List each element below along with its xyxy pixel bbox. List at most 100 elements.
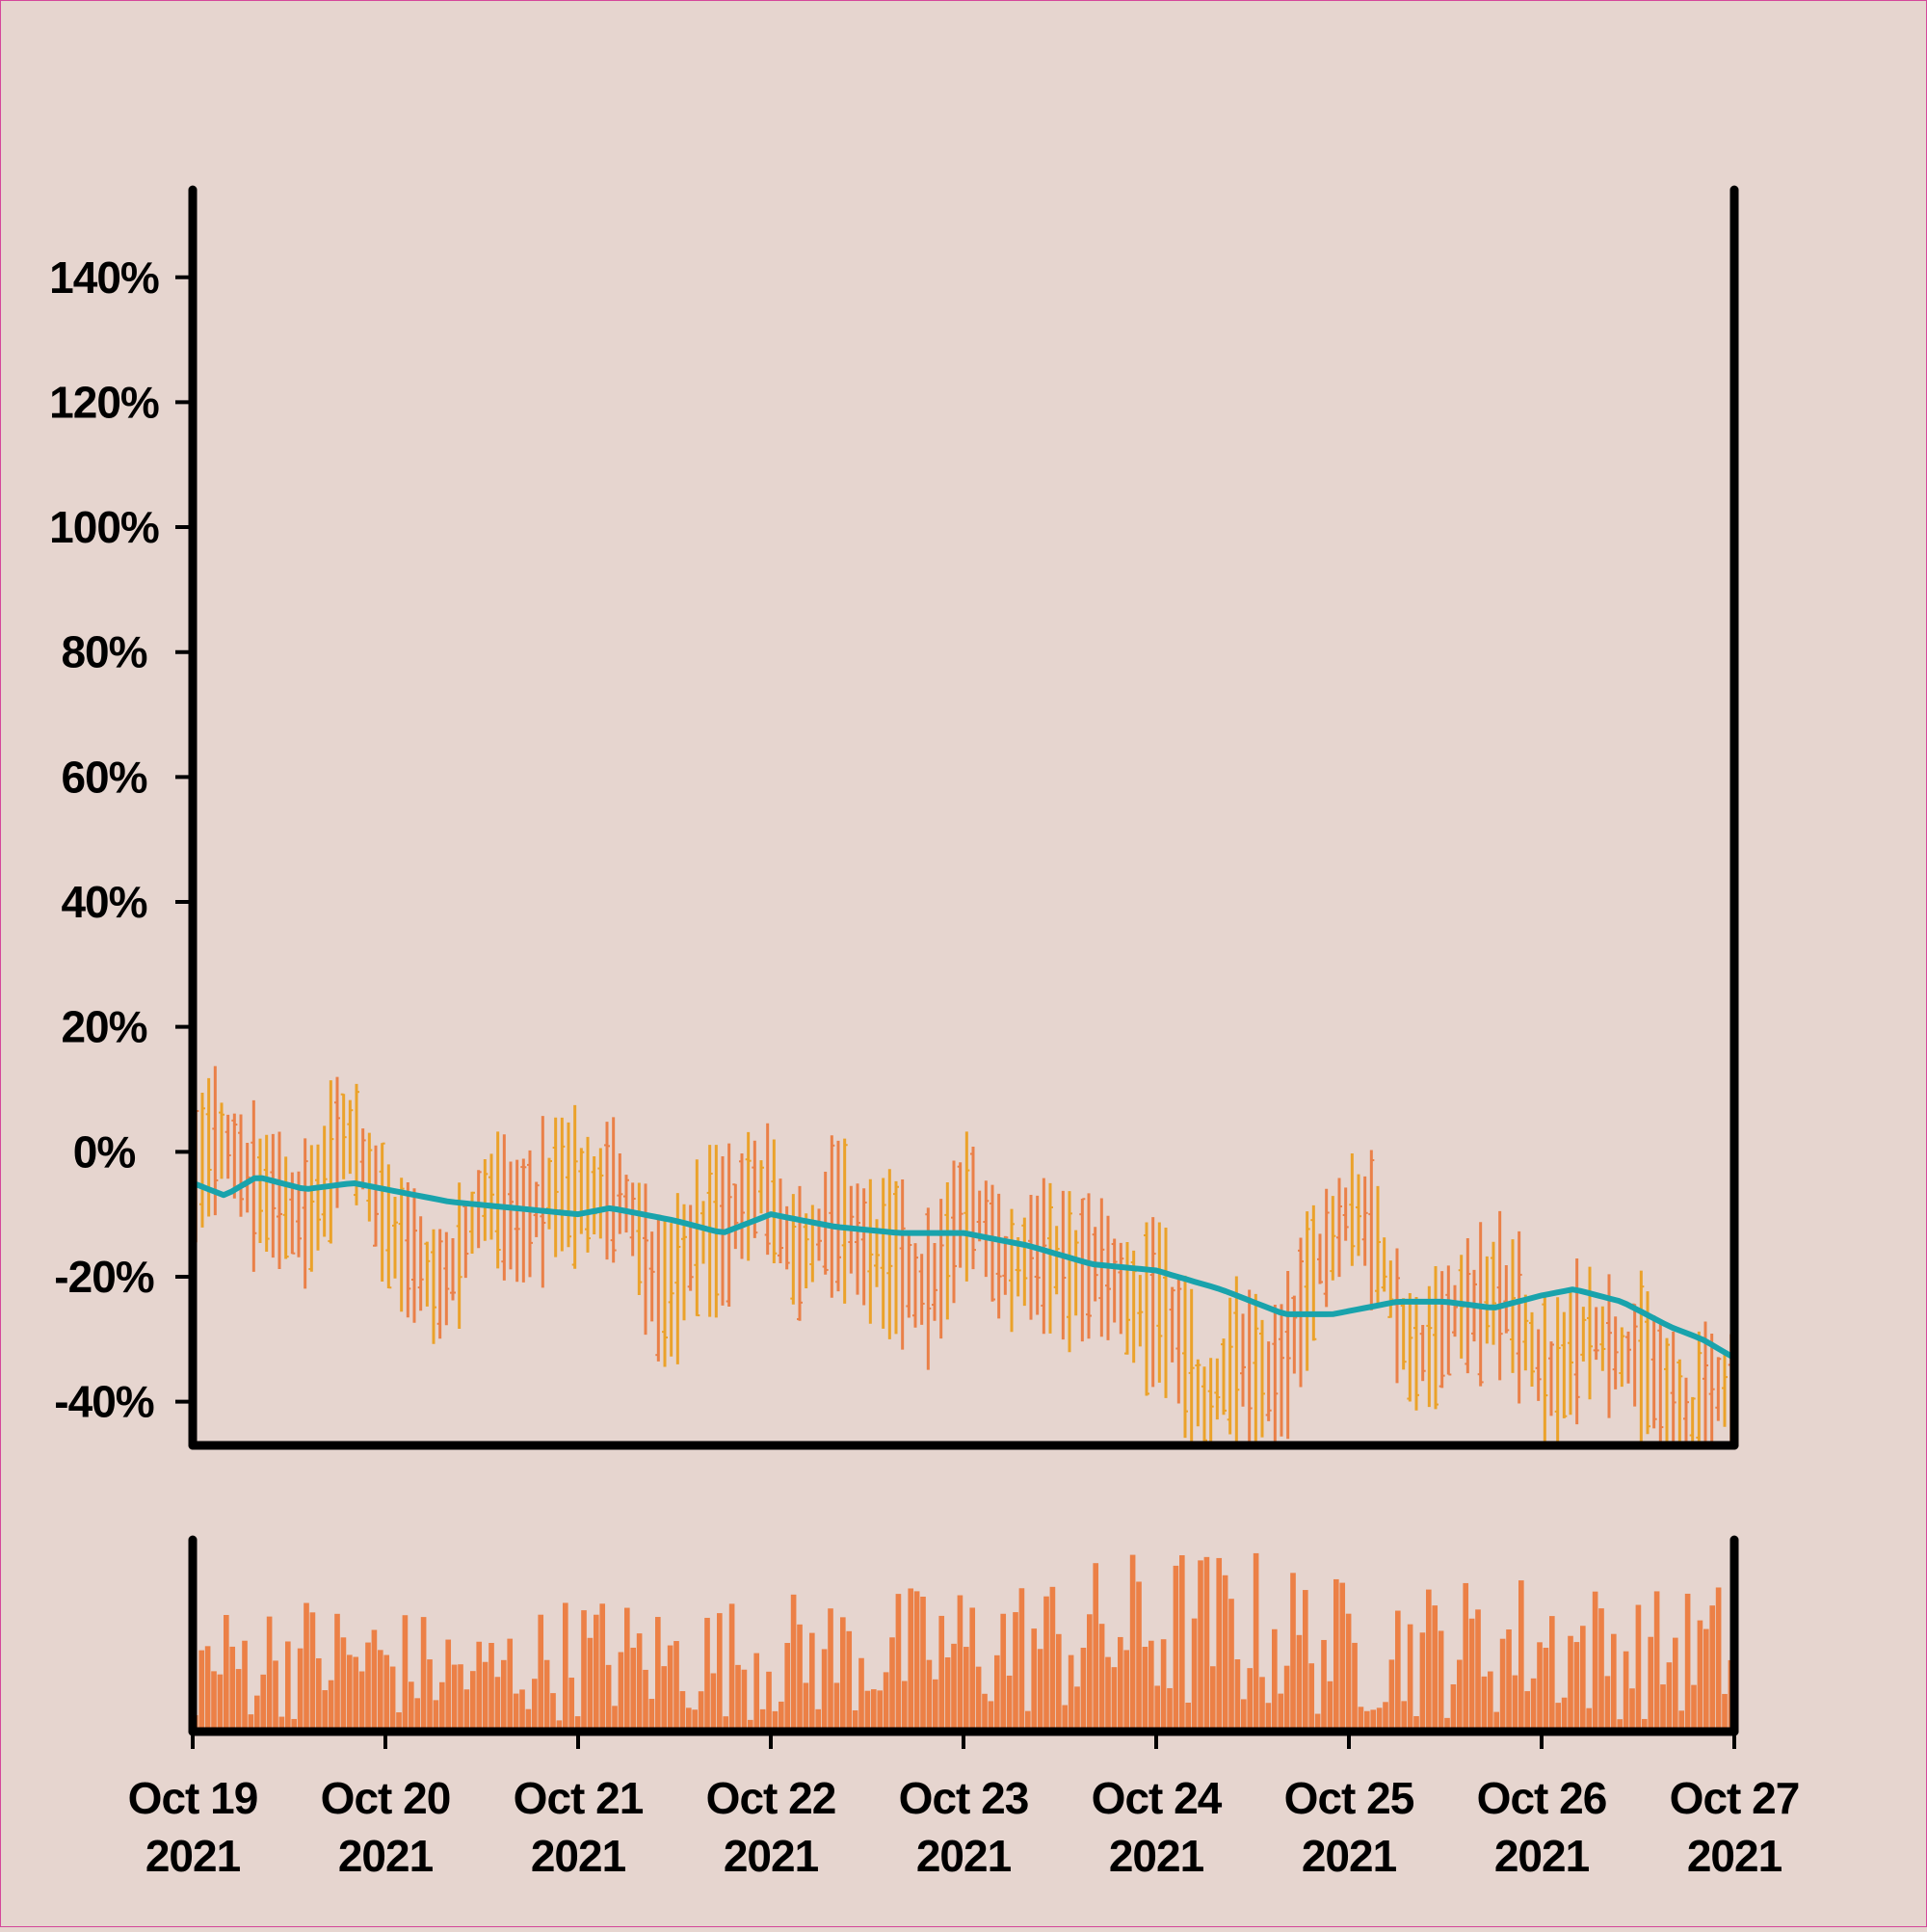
ohlc-bar bbox=[1573, 1257, 1580, 1425]
volume-bar bbox=[1105, 1656, 1111, 1732]
volume-bar bbox=[1604, 1676, 1611, 1732]
ohlc-bar bbox=[1175, 1275, 1182, 1404]
volume-bar bbox=[1080, 1648, 1087, 1732]
volume-bar bbox=[1303, 1590, 1308, 1732]
ohlc-bar bbox=[263, 1134, 270, 1253]
ohlc-bar bbox=[1310, 1204, 1317, 1341]
volume-bar bbox=[1210, 1666, 1216, 1732]
volume-bar bbox=[612, 1706, 618, 1732]
volume-bar bbox=[1339, 1582, 1346, 1732]
ohlc-bar bbox=[694, 1159, 700, 1317]
y-tick-label: 60% bbox=[61, 752, 146, 802]
volume-bar bbox=[568, 1678, 575, 1732]
ohlc-bar bbox=[1304, 1211, 1310, 1371]
ohlc-bar bbox=[540, 1116, 546, 1288]
ohlc-bar bbox=[1356, 1174, 1361, 1257]
volume-bar bbox=[1018, 1588, 1025, 1732]
volume-bar bbox=[353, 1656, 359, 1732]
x-tick-label-date: Oct 21 bbox=[514, 1773, 644, 1823]
volume-bar bbox=[1272, 1628, 1278, 1732]
volume-bar bbox=[636, 1633, 643, 1732]
volume-bar bbox=[396, 1712, 402, 1732]
volume-bar bbox=[383, 1654, 390, 1732]
ohlc-bar bbox=[1144, 1222, 1149, 1396]
volume-bar bbox=[944, 1656, 951, 1732]
volume-bar bbox=[1673, 1637, 1678, 1732]
volume-bar bbox=[266, 1616, 273, 1732]
ohlc-bar bbox=[1419, 1324, 1426, 1382]
volume-bar bbox=[1265, 1703, 1272, 1732]
ohlc-bar bbox=[1670, 1331, 1676, 1445]
ohlc-bar bbox=[1053, 1226, 1060, 1295]
volume-bar bbox=[723, 1716, 729, 1732]
volume-bar bbox=[1043, 1596, 1049, 1732]
volume-bar bbox=[784, 1643, 791, 1732]
volume-bar bbox=[1617, 1719, 1623, 1732]
y-tick-label: 40% bbox=[61, 877, 146, 927]
ohlc-bar bbox=[604, 1122, 610, 1260]
volume-bar bbox=[1426, 1589, 1432, 1732]
volume-bar bbox=[1049, 1586, 1056, 1732]
ohlc-bar bbox=[398, 1178, 405, 1312]
volume-bar bbox=[378, 1650, 383, 1732]
volume-bar bbox=[278, 1716, 285, 1732]
volume-bar bbox=[1129, 1554, 1136, 1732]
volume-bar bbox=[1013, 1612, 1018, 1732]
volume-bar bbox=[501, 1659, 507, 1732]
volume-bar bbox=[1314, 1713, 1321, 1732]
ohlc-bar bbox=[1542, 1292, 1548, 1445]
volume-bar bbox=[988, 1701, 994, 1732]
ohlc-bar bbox=[1323, 1188, 1330, 1308]
volume-bar bbox=[630, 1647, 637, 1732]
volume-bar bbox=[328, 1680, 334, 1732]
volume-bar bbox=[1407, 1624, 1413, 1732]
ohlc-bar bbox=[411, 1188, 417, 1323]
ohlc-bar bbox=[199, 1092, 205, 1228]
ohlc-bar bbox=[1400, 1298, 1407, 1370]
volume-bar bbox=[728, 1603, 735, 1732]
volume-bar bbox=[1395, 1610, 1401, 1732]
volume-bar bbox=[519, 1689, 525, 1732]
ohlc-bar bbox=[1599, 1306, 1606, 1371]
ohlc-bar bbox=[726, 1143, 732, 1307]
volume-bar bbox=[1715, 1587, 1722, 1732]
volume-bar bbox=[1296, 1634, 1303, 1732]
ohlc-bar bbox=[1568, 1290, 1573, 1416]
ohlc-bar bbox=[1587, 1266, 1593, 1400]
ohlc-bar bbox=[1079, 1198, 1086, 1342]
volume-bar bbox=[513, 1693, 519, 1732]
volume-bar bbox=[1481, 1676, 1488, 1732]
volume-bar bbox=[507, 1638, 514, 1732]
ohlc-bar bbox=[687, 1204, 694, 1291]
y-tick-label: 80% bbox=[61, 627, 146, 677]
ohlc-bar bbox=[1548, 1341, 1554, 1416]
volume-bar bbox=[803, 1682, 809, 1732]
volume-bar bbox=[1678, 1710, 1685, 1732]
ohlc-bar bbox=[1561, 1311, 1568, 1418]
ohlc-bar bbox=[379, 1142, 385, 1282]
volume-bar bbox=[1518, 1580, 1524, 1732]
volume-bar bbox=[1568, 1635, 1573, 1732]
ohlc-bar bbox=[585, 1136, 591, 1253]
ohlc-bar bbox=[1265, 1341, 1272, 1421]
volume-bar bbox=[1493, 1711, 1500, 1732]
ohlc-bar bbox=[1002, 1235, 1009, 1295]
ohlc-bar bbox=[1722, 1353, 1728, 1427]
ohlc-bar bbox=[1612, 1316, 1619, 1389]
ohlc-bar bbox=[1034, 1195, 1041, 1315]
ohlc-bar bbox=[1137, 1275, 1144, 1347]
volume-bar bbox=[1222, 1575, 1228, 1732]
volume-bar bbox=[1247, 1668, 1254, 1732]
volume-bar bbox=[1611, 1633, 1617, 1732]
volume-bar bbox=[883, 1672, 889, 1732]
volume-bar bbox=[439, 1681, 445, 1732]
ohlc-bar bbox=[1650, 1315, 1657, 1429]
volume-bar bbox=[1642, 1718, 1648, 1732]
ohlc-bar bbox=[1111, 1238, 1118, 1323]
ohlc-bar bbox=[482, 1158, 488, 1241]
ohlc-bar bbox=[1689, 1396, 1696, 1445]
ohlc-bar bbox=[1491, 1241, 1496, 1345]
volume-bar bbox=[1345, 1613, 1352, 1732]
ohlc-bar bbox=[340, 1093, 347, 1179]
